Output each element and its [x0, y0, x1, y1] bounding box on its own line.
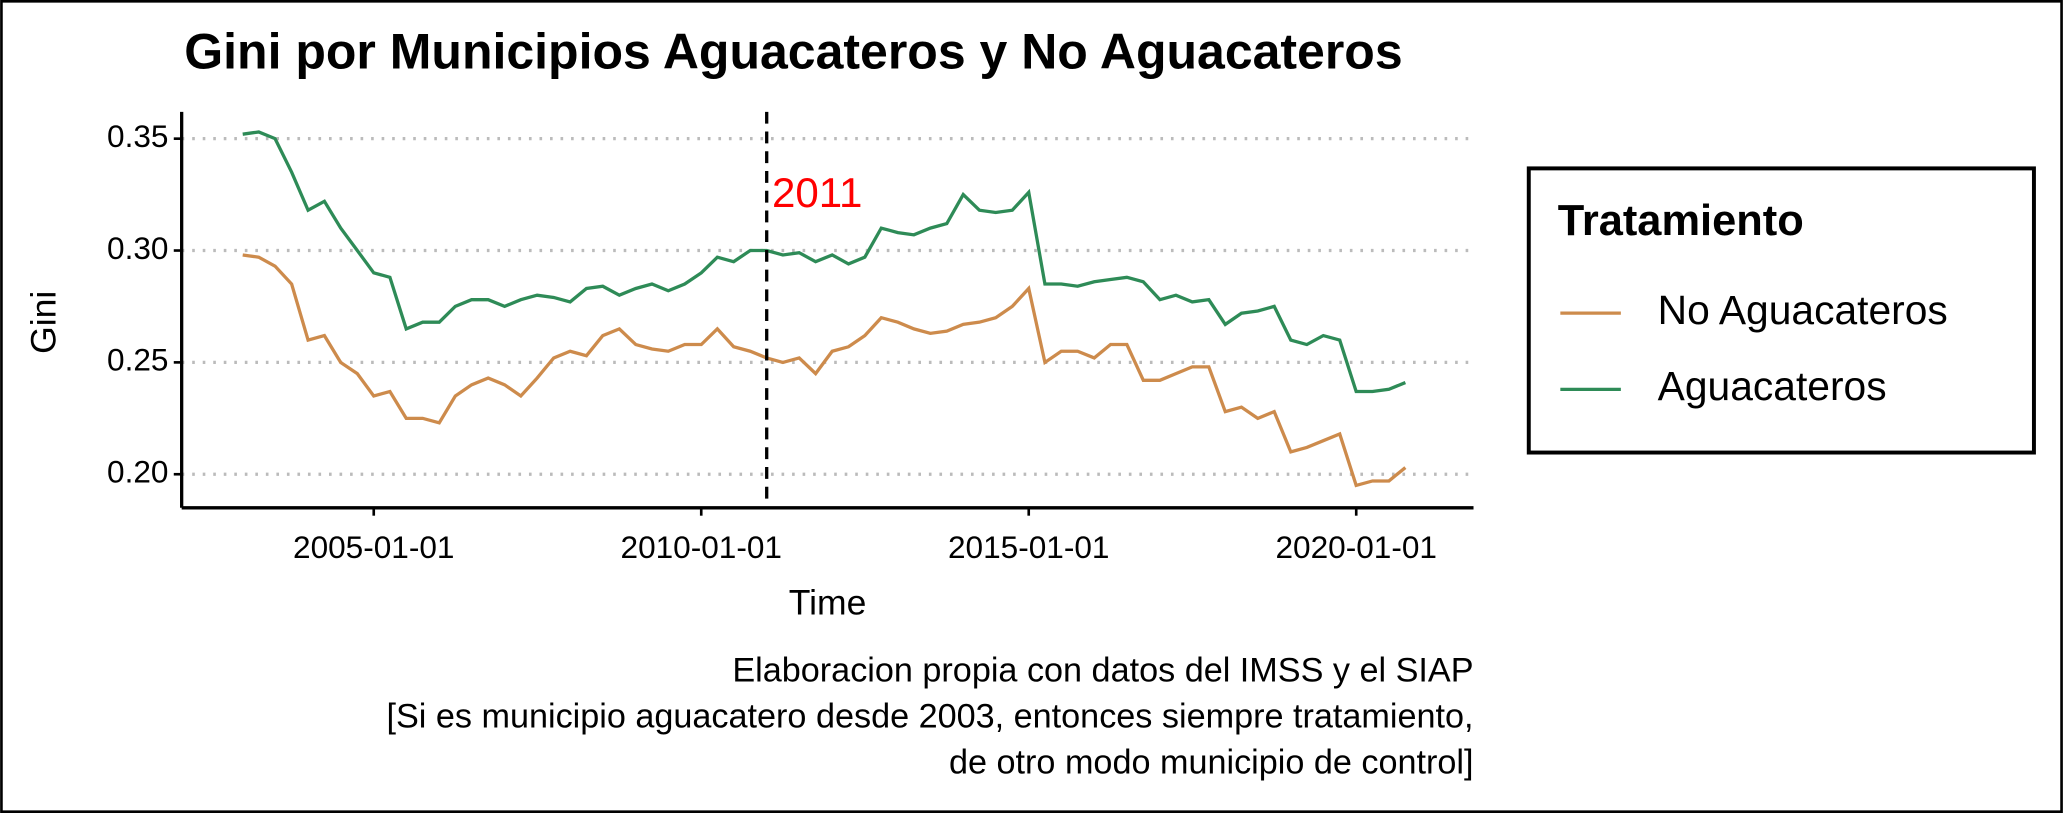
legend-box — [1526, 166, 2036, 455]
y-tick-label: 0.35 — [107, 118, 168, 154]
series-line — [242, 130, 1406, 394]
x-tick-label: 2015-01-01 — [948, 529, 1109, 565]
caption: de otro modo municipio de control] — [949, 743, 1474, 781]
y-tick-label: 0.20 — [107, 454, 168, 490]
x-tick-label: 2020-01-01 — [1275, 529, 1436, 565]
x-tick-label: 2010-01-01 — [621, 529, 782, 565]
chart-title: Gini por Municipios Aguacateros y No Agu… — [184, 23, 1402, 79]
caption: Elaboracion propia con datos del IMSS y … — [732, 651, 1473, 689]
x-axis-title: Time — [789, 583, 867, 623]
annotation: 2011 — [772, 169, 862, 216]
y-tick-label: 0.30 — [107, 230, 168, 266]
caption: [Si es municipio aguacatero desde 2003, … — [386, 697, 1473, 735]
legend-label: No Aguacateros — [1658, 287, 1948, 333]
y-axis-title: Gini — [24, 291, 64, 354]
series-line — [242, 253, 1407, 488]
x-tick-label: 2005-01-01 — [293, 529, 454, 565]
legend-title: Tratamiento — [1558, 197, 1804, 245]
legend-label: Aguacateros — [1658, 363, 1887, 409]
y-tick-label: 0.25 — [107, 342, 168, 378]
